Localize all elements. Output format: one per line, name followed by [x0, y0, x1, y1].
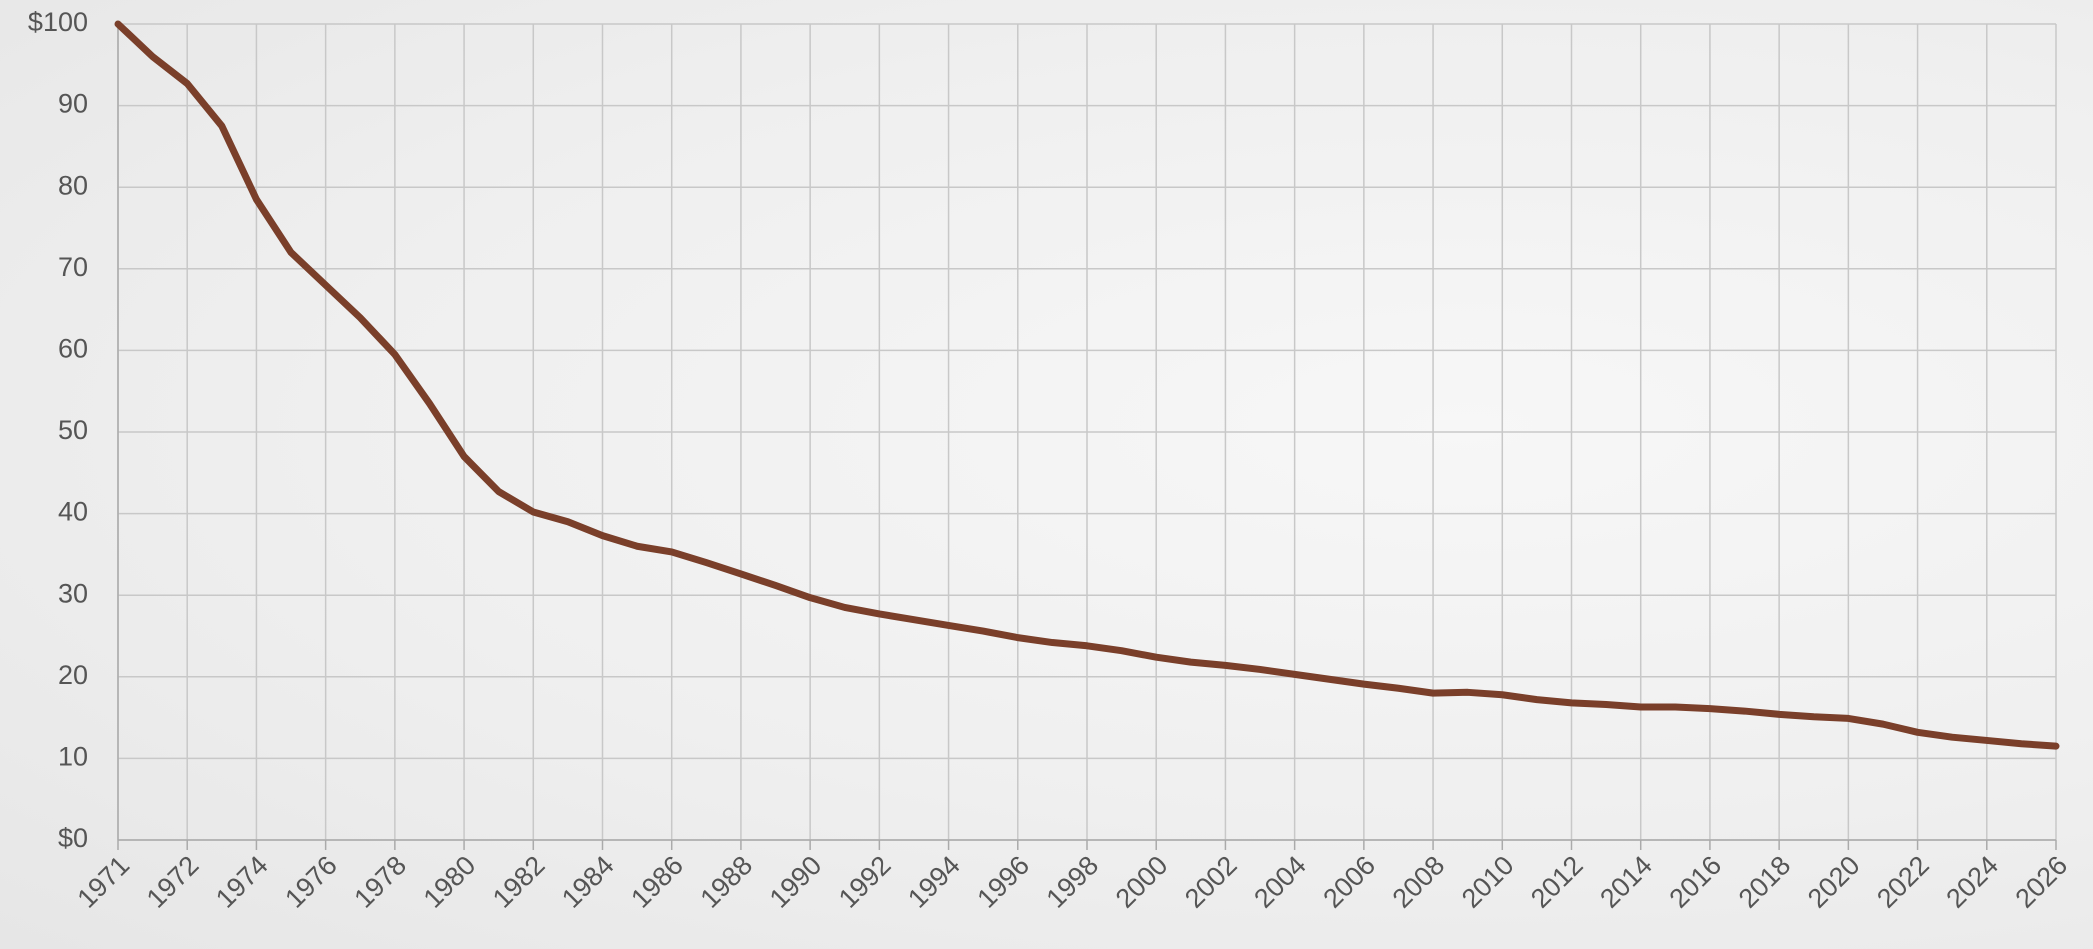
x-tick-label: 1980 — [418, 850, 482, 914]
x-tick-label: 1971 — [72, 850, 136, 914]
x-tick-label: 2000 — [1110, 850, 1174, 914]
x-tick-label: 1986 — [625, 850, 689, 914]
x-tick-label: 2020 — [1802, 850, 1866, 914]
line-series — [114, 20, 2060, 750]
y-tick-label: 10 — [58, 742, 88, 772]
x-tick-label: 1996 — [971, 850, 1035, 914]
x-tick-label: 1994 — [902, 850, 966, 914]
x-tick-label: 1998 — [1041, 850, 1105, 914]
x-tick-label: 2006 — [1317, 850, 1381, 914]
x-tick-label: 1974 — [210, 850, 274, 914]
y-tick-label: $100 — [28, 7, 88, 37]
x-tick-label: 1972 — [141, 850, 205, 914]
y-tick-label: 60 — [58, 334, 88, 364]
y-tick-label: 70 — [58, 252, 88, 282]
x-tick-label: 1976 — [279, 850, 343, 914]
x-tick-label: 2016 — [1664, 850, 1728, 914]
x-tick-label: 2004 — [1248, 850, 1312, 914]
x-tick-label: 2012 — [1525, 850, 1589, 914]
x-tick-label: 2018 — [1733, 850, 1797, 914]
x-tick-label: 1978 — [348, 850, 412, 914]
x-tick-label: 1984 — [556, 850, 620, 914]
x-tick-label: 2008 — [1387, 850, 1451, 914]
x-tick-label: 1990 — [764, 850, 828, 914]
y-tick-label: 50 — [58, 415, 88, 445]
y-tick-label: 30 — [58, 578, 88, 608]
y-tick-label: 80 — [58, 170, 88, 200]
y-tick-label: 40 — [58, 497, 88, 527]
x-tick-label: 1982 — [487, 850, 551, 914]
x-tick-label: 2022 — [1871, 850, 1935, 914]
x-tick-label: 1988 — [695, 850, 759, 914]
y-tick-label: 90 — [58, 89, 88, 119]
x-tick-label: 1992 — [833, 850, 897, 914]
x-tick-label: 2010 — [1456, 850, 1520, 914]
x-tick-label: 2024 — [1940, 850, 2004, 914]
x-tick-label: 2026 — [2010, 850, 2074, 914]
x-tick-label: 2014 — [1594, 850, 1658, 914]
y-tick-label: 20 — [58, 660, 88, 690]
x-tick-label: 2002 — [1179, 850, 1243, 914]
y-tick-label: $0 — [58, 823, 88, 853]
